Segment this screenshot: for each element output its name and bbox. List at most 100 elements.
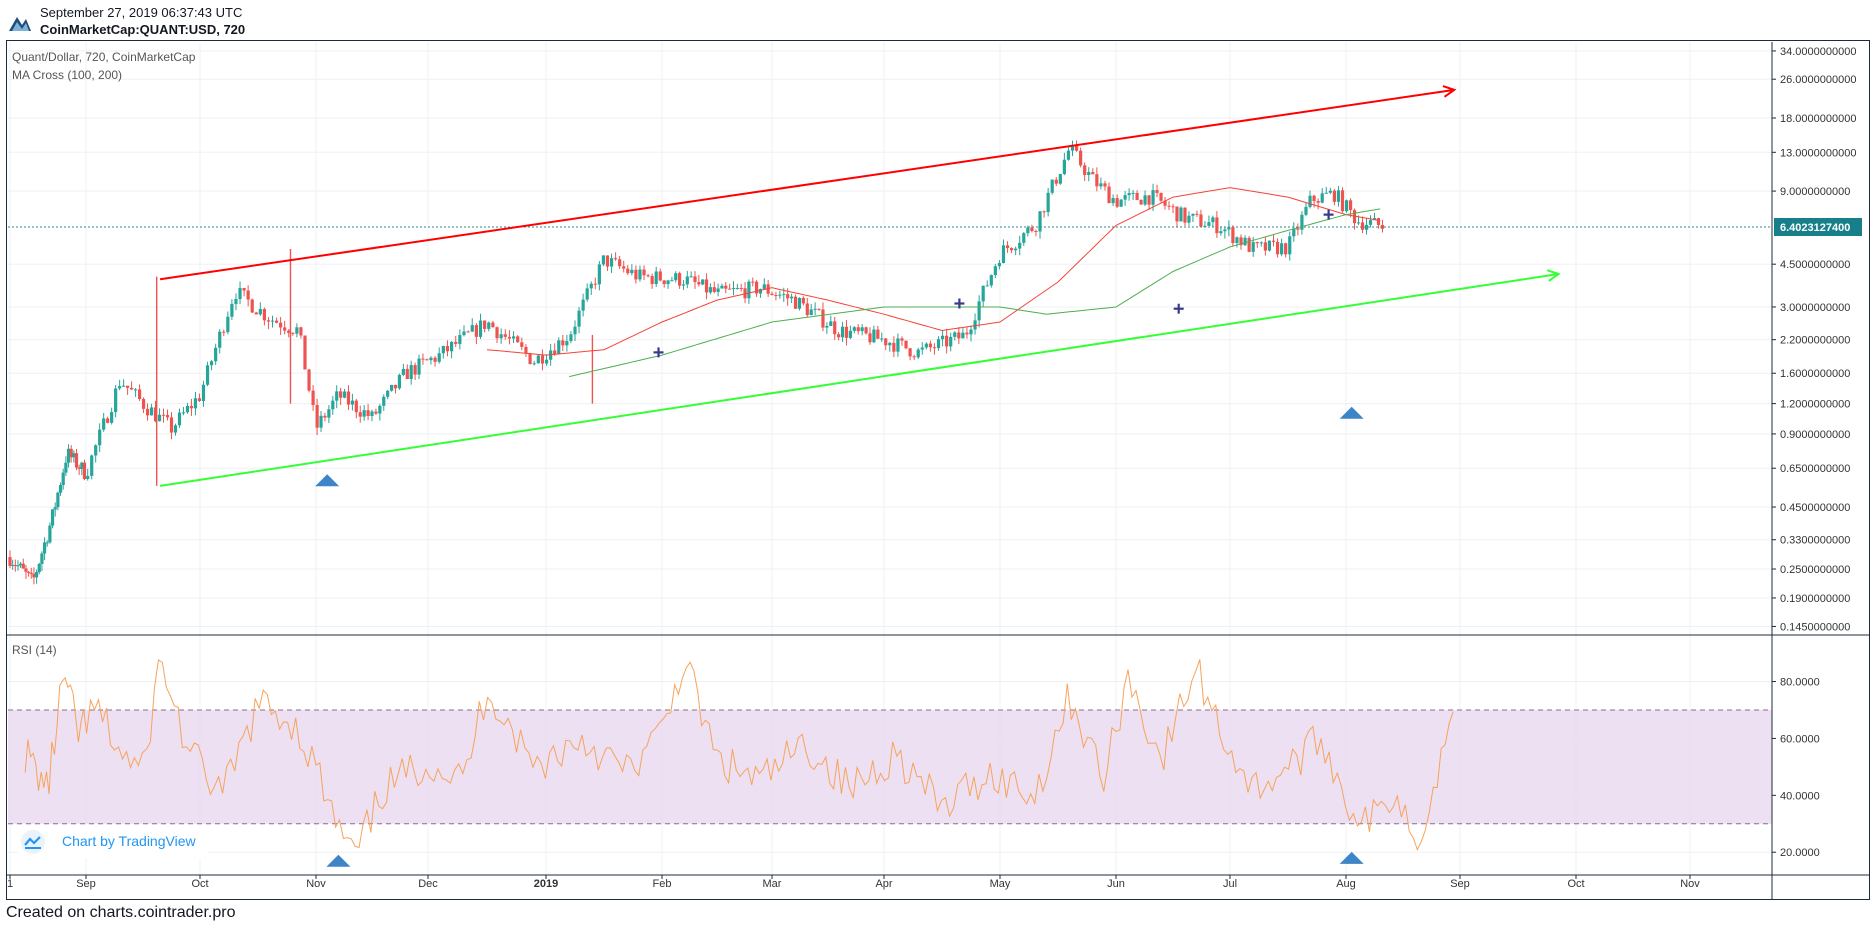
candle-body bbox=[872, 329, 876, 343]
candle-body bbox=[1364, 224, 1369, 230]
candle-body bbox=[1348, 200, 1353, 211]
candle-body bbox=[540, 355, 545, 364]
candle-body bbox=[153, 407, 158, 422]
candle-body bbox=[825, 325, 829, 328]
candle-body bbox=[844, 326, 849, 338]
candle-body bbox=[181, 412, 186, 414]
candle-body bbox=[157, 414, 162, 422]
candle-body bbox=[1312, 195, 1316, 202]
candle-body bbox=[1038, 211, 1042, 232]
candle-body bbox=[346, 391, 351, 405]
candle-body bbox=[433, 357, 437, 362]
candle-body bbox=[165, 415, 170, 418]
candle-body bbox=[605, 255, 610, 267]
candle-body bbox=[989, 275, 993, 286]
candle-body bbox=[69, 448, 73, 458]
candle-body bbox=[1223, 229, 1227, 232]
candle-body bbox=[1155, 190, 1159, 193]
candle-body bbox=[581, 299, 585, 311]
candle-body bbox=[678, 273, 682, 286]
candle-body bbox=[762, 284, 766, 289]
rsi-line bbox=[24, 659, 1454, 851]
y-tick-label: 0.1450000000 bbox=[1780, 621, 1850, 633]
candle-body bbox=[1300, 214, 1304, 230]
candle-body bbox=[892, 342, 896, 352]
y-tick-label: 0.2500000000 bbox=[1780, 564, 1850, 576]
candle-body bbox=[1123, 195, 1127, 200]
candle-body bbox=[126, 385, 130, 388]
candle-body bbox=[701, 279, 705, 285]
rsi-tick-label: 60.0000 bbox=[1780, 733, 1820, 745]
candle-body bbox=[642, 269, 646, 276]
candle-body bbox=[557, 340, 561, 355]
candle-body bbox=[1259, 242, 1263, 244]
candle-body bbox=[370, 411, 374, 417]
candle-body bbox=[528, 353, 532, 365]
candle-body bbox=[386, 390, 390, 397]
candle-body bbox=[840, 326, 845, 338]
candle-body bbox=[193, 398, 198, 409]
candle-body bbox=[724, 285, 728, 289]
candle-body bbox=[503, 334, 507, 337]
y-tick-label: 1.6000000000 bbox=[1780, 368, 1850, 380]
candle-body bbox=[817, 308, 821, 310]
candle-body bbox=[350, 400, 354, 405]
candle-body bbox=[720, 285, 724, 289]
candle-body bbox=[712, 287, 716, 292]
candle-body bbox=[72, 453, 76, 458]
candle-body bbox=[319, 415, 323, 428]
x-tick-label: Oct bbox=[1567, 878, 1584, 890]
candle-body bbox=[786, 294, 790, 299]
y-tick-label: 34.0000000000 bbox=[1780, 46, 1856, 58]
candle-body bbox=[90, 455, 94, 476]
candle-body bbox=[303, 335, 307, 370]
candle-body bbox=[323, 415, 327, 418]
x-tick-label: Jun bbox=[1107, 878, 1125, 890]
y-tick-label: 0.3300000000 bbox=[1780, 535, 1850, 547]
candle-body bbox=[689, 276, 693, 278]
candle-body bbox=[774, 294, 778, 296]
candle-body bbox=[646, 275, 650, 277]
ma-cross-marker bbox=[1173, 303, 1184, 314]
candle-body bbox=[222, 331, 226, 333]
candle-body bbox=[1215, 217, 1219, 234]
candle-body bbox=[693, 276, 697, 283]
candle-body bbox=[274, 320, 279, 323]
indicator-label: MA Cross (100, 200) bbox=[12, 68, 123, 82]
tradingview-badge[interactable]: Chart by TradingView bbox=[18, 826, 208, 858]
candle-body bbox=[912, 356, 916, 358]
candle-body bbox=[409, 365, 413, 380]
candle-body bbox=[1344, 200, 1349, 212]
y-tick-label: 1.2000000000 bbox=[1780, 399, 1850, 411]
candle-body bbox=[1328, 190, 1332, 193]
candle-body bbox=[793, 296, 798, 309]
candle-body bbox=[597, 264, 601, 285]
x-tick-label: Dec bbox=[418, 878, 438, 890]
candle-body bbox=[1292, 228, 1296, 237]
candle-body bbox=[1187, 215, 1191, 223]
candle-body bbox=[246, 290, 250, 300]
tradingview-badge-text: Chart by TradingView bbox=[62, 833, 196, 849]
candle-body bbox=[1058, 174, 1062, 184]
rsi-tick-label: 20.0000 bbox=[1780, 847, 1820, 859]
candle-body bbox=[666, 280, 670, 285]
candle-body bbox=[1135, 192, 1139, 200]
candle-body bbox=[462, 331, 466, 336]
candle-body bbox=[1219, 231, 1223, 234]
candle-body bbox=[697, 282, 701, 285]
candle-body bbox=[19, 563, 23, 566]
candle-body bbox=[122, 385, 126, 387]
candle-body bbox=[1263, 242, 1267, 251]
candle-body bbox=[417, 358, 421, 375]
candle-body bbox=[868, 333, 872, 343]
ma-cross-marker bbox=[1323, 209, 1334, 220]
candle-body bbox=[634, 269, 638, 280]
x-tick-label: Aug bbox=[1336, 878, 1356, 890]
candle-body bbox=[739, 287, 743, 289]
candle-body bbox=[532, 363, 536, 365]
candle-body bbox=[1356, 222, 1361, 224]
candle-body bbox=[1183, 207, 1187, 223]
candle-body bbox=[1163, 200, 1167, 206]
candle-body bbox=[1022, 233, 1026, 243]
